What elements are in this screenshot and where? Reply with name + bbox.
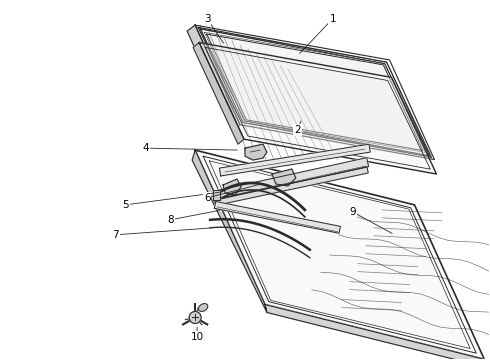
Text: 6: 6	[204, 193, 210, 203]
Text: 1: 1	[329, 14, 336, 24]
Polygon shape	[192, 150, 267, 312]
Polygon shape	[195, 25, 435, 159]
Text: 5: 5	[122, 200, 129, 210]
Text: 3: 3	[204, 14, 210, 24]
Circle shape	[189, 311, 201, 323]
Polygon shape	[187, 25, 240, 131]
Polygon shape	[265, 305, 486, 360]
Polygon shape	[220, 144, 370, 176]
Polygon shape	[195, 150, 484, 359]
Text: 4: 4	[142, 143, 148, 153]
Text: 9: 9	[349, 207, 356, 217]
Ellipse shape	[198, 303, 208, 311]
Polygon shape	[193, 42, 244, 144]
Polygon shape	[218, 167, 368, 205]
Polygon shape	[245, 144, 267, 160]
Polygon shape	[215, 202, 341, 233]
Polygon shape	[199, 42, 437, 174]
Polygon shape	[223, 179, 241, 195]
Polygon shape	[217, 158, 368, 199]
Text: 7: 7	[112, 230, 119, 240]
Polygon shape	[272, 169, 296, 186]
Polygon shape	[213, 190, 220, 200]
Text: 10: 10	[191, 332, 204, 342]
Text: 2: 2	[294, 125, 301, 135]
Polygon shape	[207, 34, 423, 150]
Text: 8: 8	[167, 215, 173, 225]
